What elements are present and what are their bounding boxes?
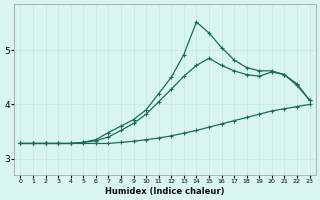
X-axis label: Humidex (Indice chaleur): Humidex (Indice chaleur) [105,187,225,196]
